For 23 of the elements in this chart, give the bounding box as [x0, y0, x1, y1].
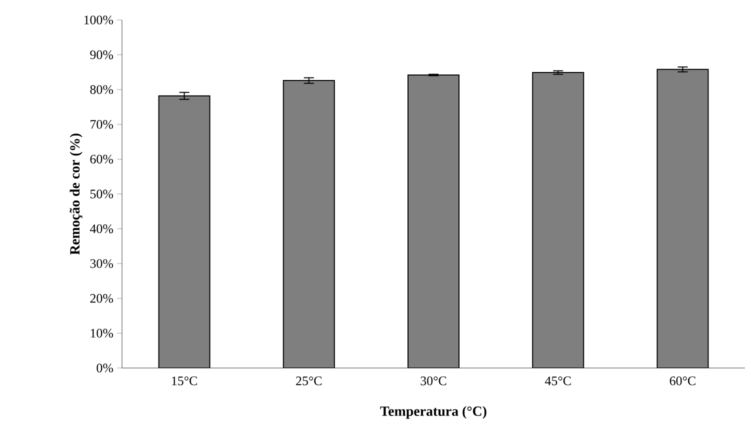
- x-tick-label: 15°C: [172, 376, 197, 386]
- x-tick-label: 60°C: [670, 376, 696, 386]
- y-tick-label: 10%: [90, 328, 114, 338]
- x-axis-title: Temperatura (°C): [380, 406, 486, 419]
- y-tick-label: 70%: [90, 120, 114, 129]
- bar: [408, 74, 460, 368]
- y-tick-label: 90%: [90, 50, 114, 60]
- y-tick-label: 0%: [96, 364, 114, 372]
- bar: [282, 80, 335, 368]
- x-tick-label: 45°C: [544, 376, 571, 386]
- y-tick-label: 60%: [90, 154, 114, 164]
- y-axis-title: Remoção de cor (%): [70, 134, 82, 255]
- y-tick-label: 100%: [84, 16, 114, 24]
- y-tick-label: 40%: [90, 224, 114, 234]
- y-tick-label: 20%: [90, 294, 114, 303]
- y-tick-label: 80%: [90, 85, 114, 94]
- bar: [656, 68, 709, 368]
- x-tick-label: 25°C: [296, 376, 322, 386]
- y-tick-label: 50%: [90, 190, 114, 198]
- bar: [158, 95, 210, 368]
- y-tick-label: 30%: [90, 259, 114, 268]
- bar: [532, 72, 584, 368]
- x-tick-label: 30°C: [420, 376, 446, 386]
